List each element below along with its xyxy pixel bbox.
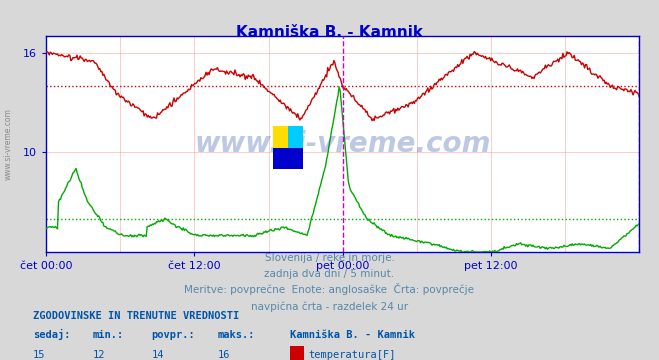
Text: Slovenija / reke in morje.: Slovenija / reke in morje. [264,253,395,263]
Text: www.si-vreme.com: www.si-vreme.com [194,130,491,158]
Text: ZGODOVINSKE IN TRENUTNE VREDNOSTI: ZGODOVINSKE IN TRENUTNE VREDNOSTI [33,311,239,321]
Text: min.:: min.: [92,330,123,341]
Text: zadnja dva dni / 5 minut.: zadnja dva dni / 5 minut. [264,269,395,279]
Text: Kamniška B. - Kamnik: Kamniška B. - Kamnik [290,330,415,341]
Text: maks.:: maks.: [217,330,255,341]
Text: sedaj:: sedaj: [33,329,71,341]
Bar [289,126,303,148]
Text: navpična črta - razdelek 24 ur: navpična črta - razdelek 24 ur [251,301,408,312]
Text: 16: 16 [217,350,230,360]
Text: 12: 12 [92,350,105,360]
Bar [290,346,304,360]
Text: 14: 14 [152,350,164,360]
Text: Kamniška B. - Kamnik: Kamniška B. - Kamnik [236,25,423,40]
Text: Meritve: povprečne  Enote: anglosaške  Črta: povprečje: Meritve: povprečne Enote: anglosaške Črt… [185,283,474,296]
Bar [273,148,303,169]
Text: temperatura[F]: temperatura[F] [308,350,396,360]
Text: povpr.:: povpr.: [152,330,195,341]
Bar [273,126,289,148]
Text: 15: 15 [33,350,45,360]
Text: www.si-vreme.com: www.si-vreme.com [3,108,13,180]
